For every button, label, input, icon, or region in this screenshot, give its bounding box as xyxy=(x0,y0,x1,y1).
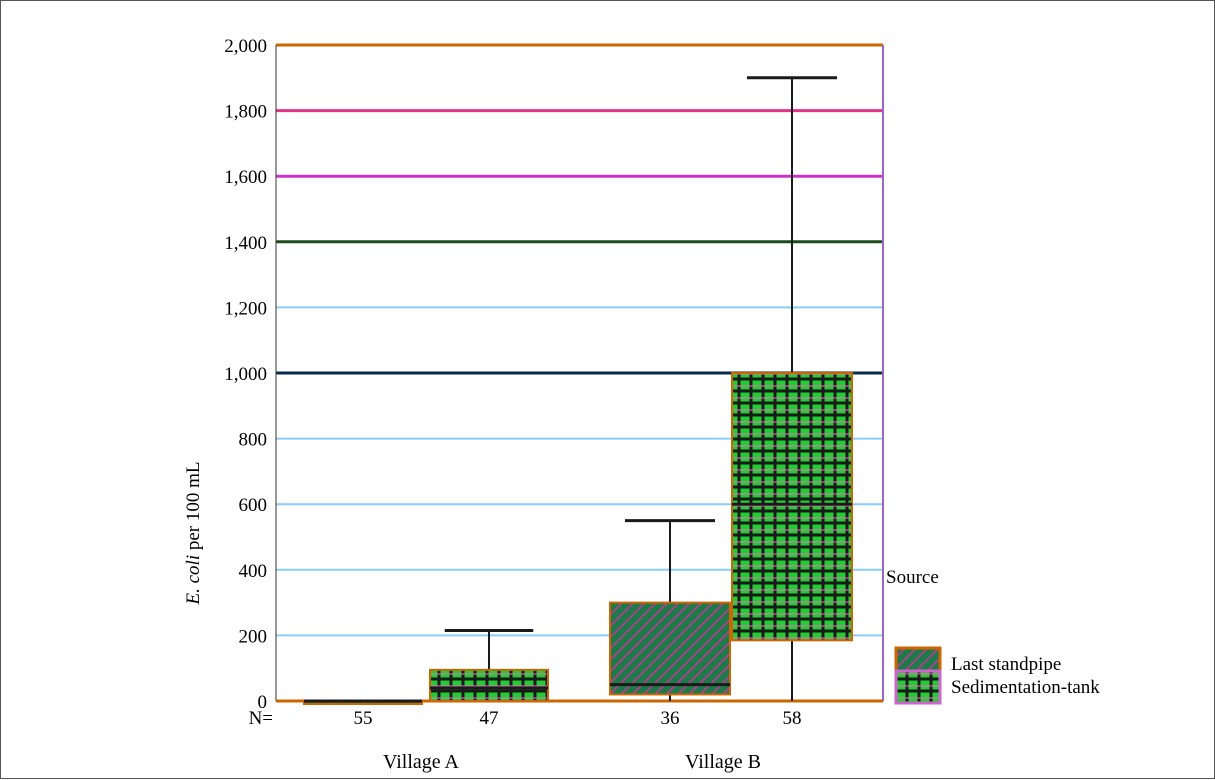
y-tick-label-800: 800 xyxy=(239,430,268,451)
y-tick-label-0: 0 xyxy=(258,692,268,713)
legend-label-last-standpipe: Last standpipe xyxy=(951,654,1061,675)
box-2 xyxy=(429,628,549,703)
box-3 xyxy=(609,519,731,701)
legend: Source Last standpipe Sedimentation-tank xyxy=(886,567,1100,705)
y-tick-label-600: 600 xyxy=(239,495,268,516)
y-tick-label-1200: 1,200 xyxy=(224,298,267,319)
legend-item-sedimentation-tank: Sedimentation-tank xyxy=(894,669,1100,705)
n-labels: N= 55 47 36 58 xyxy=(249,708,802,729)
group-label-2: Village B xyxy=(685,751,761,773)
y-tick-label-2000: 2,000 xyxy=(224,36,267,57)
box-4 xyxy=(731,76,853,701)
n-prefix-label: N= xyxy=(249,708,273,729)
box-1 xyxy=(303,699,423,705)
box-4-iqr xyxy=(731,372,853,642)
legend-label-sedimentation-tank: Sedimentation-tank xyxy=(951,677,1100,698)
n-label-4: 58 xyxy=(783,708,802,729)
y-axis-label-italic: E. coli xyxy=(183,555,204,606)
legend-title: Source xyxy=(886,567,939,588)
y-tick-label-400: 400 xyxy=(239,561,268,582)
y-tick-label-1800: 1,800 xyxy=(224,102,267,123)
group-label-1: Village A xyxy=(383,751,460,773)
box-3-iqr xyxy=(609,601,731,696)
n-label-1: 55 xyxy=(354,708,373,729)
boxes xyxy=(303,76,853,705)
box-2-iqr xyxy=(429,668,549,703)
legend-swatch-sedimentation-tank xyxy=(894,669,942,705)
y-tick-label-1600: 1,600 xyxy=(224,167,267,188)
group-labels: Village A Village B xyxy=(383,751,761,773)
y-axis-label-rest: per 100 mL xyxy=(183,461,204,554)
n-label-3: 36 xyxy=(661,708,680,729)
y-tick-label-1000: 1,000 xyxy=(224,364,267,385)
y-axis-label: E. coli per 100 mL xyxy=(183,461,204,605)
y-tick-label-200: 200 xyxy=(239,626,268,647)
y-axis-tick-labels: 0 200 400 600 800 1,000 1,200 1,400 1,600 1,800 2,… xyxy=(224,36,267,713)
y-tick-label-1400: 1,400 xyxy=(224,233,267,254)
n-label-2: 47 xyxy=(480,708,499,729)
